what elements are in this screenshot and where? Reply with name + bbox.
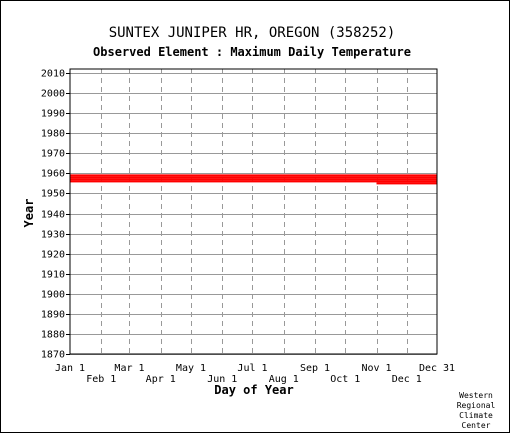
y-tick-label: 1910 — [41, 270, 65, 281]
x-tick-label: Jul 1 — [237, 363, 267, 374]
chart-subtitle: Observed Element : Maximum Daily Tempera… — [93, 45, 411, 59]
x-tick-label: May 1 — [176, 363, 206, 374]
x-axis-ticks: Jan 1 Mar 1 May 1 Jul 1 Sep 1 Nov 1 Dec 31 Feb … — [55, 363, 455, 385]
x-tick-label: Sep 1 — [300, 363, 330, 374]
x-tick-label: Feb 1 — [86, 374, 116, 385]
x-axis-label: Day of Year — [214, 383, 293, 397]
x-tick-label: Jun 1 — [207, 374, 237, 385]
grid — [70, 69, 437, 355]
x-tick-label: Nov 1 — [361, 363, 391, 374]
credit-line-3: Climate — [459, 411, 493, 420]
plot-area — [69, 68, 438, 355]
y-tick-label: 1930 — [41, 230, 65, 241]
chart-title: SUNTEX JUNIPER HR, OREGON (358252) — [109, 25, 396, 41]
y-tick-label: 1900 — [41, 290, 65, 301]
x-tick-label: Aug 1 — [269, 374, 299, 385]
credit-line-2: Regional — [457, 401, 496, 410]
y-tick-label: 2000 — [41, 89, 65, 100]
y-tick-label: 1940 — [41, 210, 65, 221]
data-point-row — [70, 180, 437, 183]
data-point-row — [70, 178, 437, 181]
x-tick-label: Dec 1 — [392, 374, 422, 385]
x-tick-label: Dec 31 — [419, 363, 455, 374]
y-tick-label: 2010 — [41, 69, 65, 80]
credit-line-4: Center — [462, 421, 491, 430]
data-point-row — [70, 174, 437, 177]
y-tick-label: 1960 — [41, 169, 65, 180]
y-tick-label: 1970 — [41, 149, 65, 160]
y-tick-label: 1980 — [41, 129, 65, 140]
x-tick-label: Apr 1 — [146, 374, 176, 385]
data-point-row — [376, 182, 437, 185]
y-tick-label: 1990 — [41, 109, 65, 120]
credit: Western Regional Climate Center — [457, 391, 496, 430]
x-tick-label: Mar 1 — [114, 363, 144, 374]
data-points — [70, 174, 437, 185]
y-axis-ticks: 1870 1880 1890 1900 1910 1920 1930 1940 1950 1960… — [41, 69, 70, 361]
credit-line-1: Western — [459, 391, 493, 400]
y-tick-label: 1870 — [41, 350, 65, 361]
x-tick-label: Oct 1 — [330, 374, 360, 385]
y-axis-label: Year — [22, 199, 36, 228]
x-tick-label: Jan 1 — [55, 363, 85, 374]
y-tick-label: 1890 — [41, 310, 65, 321]
data-point-row — [70, 176, 437, 179]
y-tick-label: 1920 — [41, 250, 65, 261]
y-tick-label: 1950 — [41, 189, 65, 200]
y-tick-label: 1880 — [41, 330, 65, 341]
